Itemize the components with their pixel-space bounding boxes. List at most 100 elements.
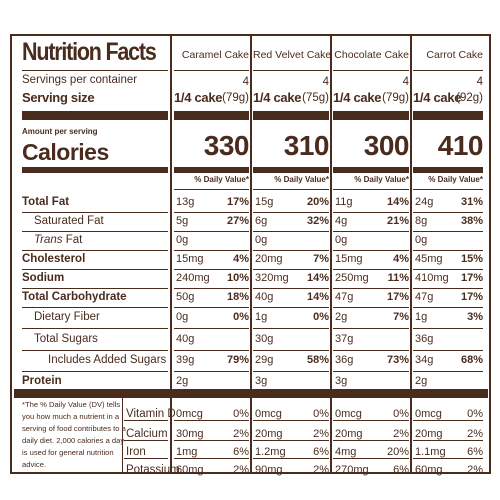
nutrient-percent: 14%	[306, 291, 329, 303]
nutrient-amount: 47g	[415, 291, 434, 303]
column-product-name: Carrot Cake	[426, 49, 483, 61]
vitamin-label: Iron	[126, 446, 146, 458]
divider	[413, 70, 483, 71]
vitamin-percent: 6%	[393, 464, 409, 476]
nutrient-amount: 40g	[176, 333, 195, 345]
divider	[22, 288, 168, 289]
divider	[253, 420, 329, 421]
vitamin-amount: 20mg	[415, 428, 443, 440]
divider	[333, 307, 409, 308]
vitamin-percent: 2%	[313, 464, 329, 476]
nutrient-amount: 13g	[176, 196, 195, 208]
vitamin-label: Calcium	[126, 428, 168, 440]
divider	[124, 420, 168, 421]
nutrient-percent: 79%	[226, 354, 249, 366]
nutrient-label: Total Sugars	[34, 333, 98, 345]
divider	[174, 288, 249, 289]
divider	[124, 458, 168, 459]
divider	[22, 269, 168, 270]
divider	[253, 458, 329, 459]
divider	[333, 458, 409, 459]
divider	[174, 269, 249, 270]
nutrient-label: Dietary Fiber	[34, 311, 100, 323]
amount-per-serving-label: Amount per serving	[22, 127, 98, 136]
nutrient-amount: 39g	[176, 354, 195, 366]
vitamin-label: Potassium	[126, 464, 180, 476]
dv-header: % Daily Value*	[194, 175, 249, 184]
nutrient-amount: 3g	[255, 375, 268, 387]
divider	[124, 440, 168, 441]
dv-header: % Daily Value*	[428, 175, 483, 184]
nutrient-amount: 0g	[255, 234, 268, 246]
nutrient-percent: 17%	[460, 272, 483, 284]
nutrient-amount: 36g	[415, 333, 434, 345]
divider	[174, 458, 249, 459]
nutrient-label: Includes Added Sugars	[48, 354, 167, 366]
vitamin-label: Vitamin D	[126, 408, 176, 420]
nutrient-percent: 4%	[393, 253, 409, 265]
divider	[253, 250, 329, 251]
divider	[253, 231, 329, 232]
nutrient-amount: 15mg	[176, 253, 204, 265]
divider	[22, 307, 168, 308]
thick-divider	[22, 167, 168, 173]
nutrient-percent: 0%	[233, 311, 249, 323]
nutrient-amount: 15g	[255, 196, 274, 208]
column-servings: 4	[242, 76, 249, 88]
vitamin-amount: 4mg	[335, 446, 357, 458]
dv-header: % Daily Value*	[354, 175, 409, 184]
column-calories: 330	[203, 130, 250, 161]
vitamin-percent: 6%	[233, 446, 249, 458]
nutrient-percent: 7%	[313, 253, 329, 265]
vitamin-amount: 20mg	[255, 428, 283, 440]
nutrient-percent: 68%	[460, 354, 483, 366]
divider	[253, 328, 329, 329]
nutrient-percent: 17%	[386, 291, 409, 303]
nutrient-percent: 32%	[306, 215, 329, 227]
column-calories: 300	[363, 130, 410, 161]
nutrient-amount: 37g	[335, 333, 354, 345]
nutrient-percent: 10%	[226, 272, 249, 284]
divider	[333, 328, 409, 329]
column-serving-size: 1/4 cake	[253, 90, 302, 105]
divider	[413, 440, 483, 441]
divider	[174, 420, 249, 421]
nutrient-percent: 20%	[306, 196, 329, 208]
vitamin-percent: 6%	[467, 446, 483, 458]
vitamin-percent: 2%	[233, 464, 249, 476]
panel-title: Nutrition Facts	[22, 38, 157, 66]
column-divider	[170, 34, 172, 474]
vitamin-percent: 2%	[393, 428, 409, 440]
divider	[333, 250, 409, 251]
divider	[174, 70, 249, 71]
nutrient-percent: 27%	[226, 215, 249, 227]
vitamin-amount: 90mg	[255, 464, 283, 476]
column-servings: 4	[476, 76, 483, 88]
divider	[22, 250, 168, 251]
nutrient-amount: 50g	[176, 291, 195, 303]
divider	[413, 189, 483, 190]
nutrient-percent: 4%	[233, 253, 249, 265]
nutrient-amount: 0g	[176, 311, 189, 323]
nutrient-percent: 31%	[460, 196, 483, 208]
nutrient-amount: 15mg	[335, 253, 363, 265]
nutrient-amount: 250mg	[335, 272, 369, 284]
column-divider	[250, 34, 252, 474]
column-product-name: Caramel Cake	[181, 49, 249, 61]
nutrient-label: Protein	[22, 375, 62, 387]
column-servings: 4	[402, 76, 409, 88]
vitamin-percent: 0%	[393, 408, 409, 420]
nutrient-percent: 18%	[226, 291, 249, 303]
column-calories: 410	[437, 130, 484, 161]
column-serving-grams: (79g)	[222, 92, 249, 104]
divider	[253, 307, 329, 308]
nutrient-amount: 20mg	[255, 253, 283, 265]
divider	[253, 371, 329, 372]
divider	[253, 440, 329, 441]
nutrient-amount: 0g	[335, 234, 348, 246]
column-serving-size: 1/4 cake	[174, 90, 223, 105]
nutrient-amount: 30g	[255, 333, 274, 345]
divider	[253, 189, 329, 190]
column-calories: 310	[283, 130, 330, 161]
nutrient-percent: 17%	[226, 196, 249, 208]
